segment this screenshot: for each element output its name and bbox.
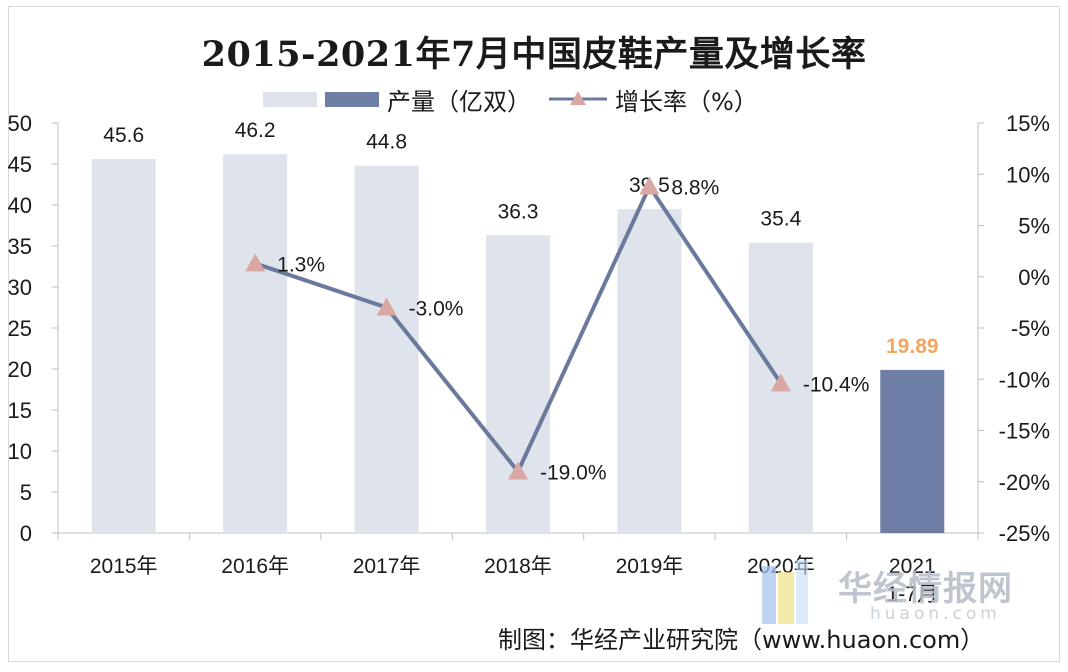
y-left-tick-label: 20 (8, 357, 32, 382)
legend-swatch-dark-bar (325, 91, 379, 107)
bar-value-label: 19.89 (886, 335, 939, 358)
watermark-name: 华经情报网 (838, 569, 1013, 609)
bar (617, 209, 682, 533)
legend: 产量（亿双） 增长率（%） (263, 82, 758, 117)
source-credit: 制图：华经产业研究院（www.huaon.com） (498, 626, 985, 654)
y-left-tick-label: 10 (8, 439, 32, 464)
y-right-tick-label: 10% (1006, 162, 1050, 187)
x-tick-label: 2015年 (90, 555, 158, 578)
bar-value-label: 46.2 (235, 119, 276, 142)
bar (486, 235, 550, 533)
legend-item-production: 产量（亿双） (263, 82, 531, 117)
growth-value-label: -10.4% (803, 373, 870, 396)
bar (354, 165, 419, 533)
x-tick-label: 2018年 (484, 555, 552, 578)
growth-marker (770, 373, 791, 392)
legend-item-growth: 增长率（%） (549, 82, 758, 117)
y-right-tick-label: -5% (1011, 316, 1050, 341)
y-left-tick-label: 30 (8, 275, 32, 300)
chart-title: 2015-2021年7月中国皮鞋产量及增长率 (201, 34, 867, 75)
y-left-tick-label: 0 (20, 521, 32, 546)
growth-value-label: 1.3% (277, 253, 325, 276)
y-right-tick-label: -10% (999, 367, 1050, 392)
watermark-logo (758, 558, 1038, 638)
x-tick-label: 1-7月 (887, 583, 938, 606)
bar-value-label: 36.3 (498, 200, 539, 223)
watermark-mark-icon (762, 560, 808, 624)
bar-value-label: 35.4 (760, 208, 801, 231)
bar (223, 154, 288, 533)
bar-value-label: 45.6 (103, 124, 144, 147)
y-left-tick-label: 25 (8, 316, 32, 341)
x-tick-label: 2016年 (221, 555, 289, 578)
y-right-tick-label: -15% (999, 419, 1050, 444)
bar-value-label: 44.8 (366, 131, 407, 154)
watermark-url: huaon.com (870, 604, 1001, 624)
growth-value-label: -19.0% (540, 462, 607, 485)
growth-value-label: 8.8% (671, 177, 719, 200)
y-left-tick-label: 45 (8, 152, 32, 177)
y-right-tick-label: 5% (1018, 214, 1050, 239)
bar (880, 369, 945, 533)
x-tick-label: 2019年 (616, 555, 684, 578)
x-tick-label: 2021 (889, 555, 936, 578)
legend-label-growth: 增长率（%） (615, 87, 758, 116)
legend-swatch-light-bar (263, 91, 317, 107)
y-left-tick-label: 35 (8, 234, 32, 259)
y-right-tick-label: 15% (1006, 111, 1050, 136)
bar (91, 159, 156, 533)
y-left-tick-label: 15 (8, 398, 32, 423)
growth-value-label: -3.0% (409, 298, 464, 321)
y-right-tick-label: -20% (999, 470, 1050, 495)
growth-marker (639, 176, 660, 195)
x-tick-label: 2017年 (353, 555, 421, 578)
y-left-tick-label: 50 (8, 111, 32, 136)
y-left-tick-label: 40 (8, 193, 32, 218)
legend-swatch-line (549, 91, 607, 105)
growth-marker (245, 253, 266, 272)
y-right-tick-label: 0% (1018, 265, 1050, 290)
growth-marker (508, 461, 528, 480)
y-right-tick-label: -25% (999, 521, 1050, 546)
legend-label-production: 产量（亿双） (387, 87, 531, 116)
y-left-tick-label: 5 (20, 480, 32, 505)
growth-marker (376, 297, 397, 316)
